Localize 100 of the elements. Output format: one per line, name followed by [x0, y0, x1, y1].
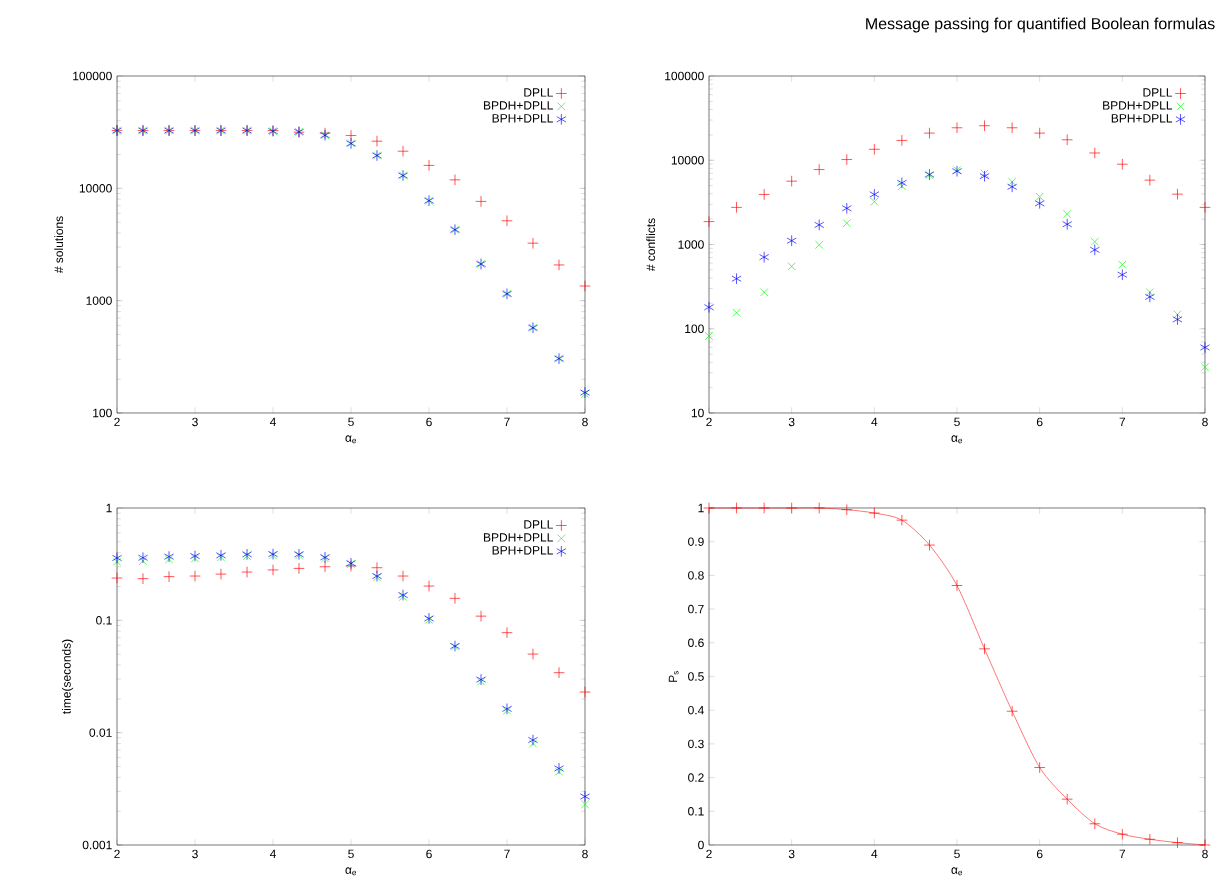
- point: [896, 514, 908, 526]
- x-axis-title: α$_{e}$: [345, 867, 357, 876]
- point: [475, 610, 487, 622]
- point: [293, 562, 305, 575]
- point: [111, 572, 123, 584]
- point: [580, 790, 590, 803]
- point: [786, 235, 797, 247]
- point: [868, 507, 881, 519]
- y-tick-label: 0.1: [96, 616, 112, 625]
- legend-label: BPH+DPLL: [492, 546, 553, 555]
- point: [554, 762, 564, 775]
- x-tick-label: 7: [1119, 849, 1126, 858]
- point: [1061, 134, 1073, 146]
- y-tick-label: 1000: [678, 240, 704, 249]
- point: [528, 739, 538, 748]
- y-axis-title: time(seconds): [61, 639, 74, 714]
- point: [785, 175, 798, 187]
- point: [1033, 761, 1046, 774]
- point: [1034, 197, 1045, 210]
- point: [758, 502, 770, 514]
- chart-title: Message passing for quantified Boolean formulas: [866, 17, 1215, 33]
- point: [730, 201, 743, 214]
- point: [980, 169, 989, 178]
- point: [579, 280, 591, 292]
- point: [1200, 363, 1210, 372]
- point: [319, 561, 331, 573]
- point: [842, 219, 851, 228]
- point: [476, 677, 486, 686]
- point: [1061, 793, 1073, 805]
- point: [978, 120, 991, 132]
- y-tick-label: 0.8: [688, 571, 704, 580]
- legend-label: DPLL: [524, 520, 553, 529]
- point: [216, 553, 226, 562]
- x-tick-label: 2: [114, 849, 120, 859]
- point: [1089, 818, 1101, 830]
- x-tick-label: 3: [788, 849, 795, 859]
- point: [1144, 174, 1156, 186]
- legend-label: BPH+DPLL: [492, 114, 553, 123]
- y-tick-label: 1000: [86, 296, 112, 305]
- y-axis-title: # solutions: [54, 216, 64, 274]
- point: [215, 568, 227, 580]
- x-tick-label: 5: [348, 417, 354, 427]
- point: [501, 626, 513, 639]
- y-tick-label: 0.6: [688, 638, 704, 648]
- point: [423, 580, 435, 592]
- point: [423, 159, 435, 172]
- point: [189, 570, 201, 582]
- x-tick-label: 5: [348, 849, 354, 859]
- point: [951, 122, 963, 134]
- point: [896, 177, 907, 189]
- x-axis-title: α$_{e}$: [951, 435, 963, 444]
- x-tick-label: 3: [192, 849, 198, 859]
- point: [527, 237, 539, 249]
- point: [1144, 291, 1155, 303]
- point: [241, 566, 253, 578]
- point: [528, 734, 538, 746]
- y-tick-label: 100: [685, 324, 704, 334]
- point: [815, 240, 824, 249]
- x-tick-label: 4: [871, 849, 878, 858]
- x-tick-label: 8: [1202, 417, 1208, 427]
- y-tick-label: 10000: [671, 156, 704, 165]
- point: [869, 188, 880, 201]
- point: [1006, 705, 1018, 717]
- point: [138, 556, 148, 566]
- point: [868, 143, 881, 155]
- x-tick-label: 6: [1036, 417, 1043, 427]
- x-tick-label: 2: [706, 849, 712, 859]
- point: [760, 288, 769, 297]
- point: [1008, 177, 1017, 186]
- point: [371, 135, 383, 147]
- point: [841, 153, 853, 166]
- point: [1089, 147, 1101, 159]
- point: [1062, 218, 1073, 230]
- y-tick-label: 0.3: [688, 739, 704, 749]
- point: [758, 188, 770, 201]
- point: [1116, 158, 1129, 170]
- y-tick-label: 100000: [665, 71, 704, 81]
- point: [1118, 260, 1127, 269]
- point: [951, 579, 963, 592]
- x-tick-label: 5: [954, 849, 960, 859]
- point: [1117, 269, 1128, 281]
- point: [553, 667, 565, 679]
- point: [978, 643, 991, 655]
- point: [1033, 127, 1046, 139]
- x-tick-label: 6: [426, 849, 432, 859]
- x-tick-label: 5: [954, 417, 960, 427]
- legend-label: BPH+DPLL: [1111, 114, 1173, 123]
- legend-label: BPDH+DPLL: [483, 533, 553, 542]
- y-tick-label: 10000: [79, 184, 112, 193]
- x-tick-label: 4: [269, 417, 276, 426]
- point: [242, 552, 252, 561]
- point: [476, 673, 486, 686]
- point: [1006, 122, 1018, 134]
- x-tick-label: 8: [1202, 849, 1208, 859]
- point: [897, 182, 906, 191]
- x-tick-label: 6: [1036, 849, 1043, 859]
- point: [164, 550, 174, 563]
- point: [813, 502, 825, 514]
- x-tick-label: 8: [582, 849, 588, 859]
- point: [704, 301, 714, 313]
